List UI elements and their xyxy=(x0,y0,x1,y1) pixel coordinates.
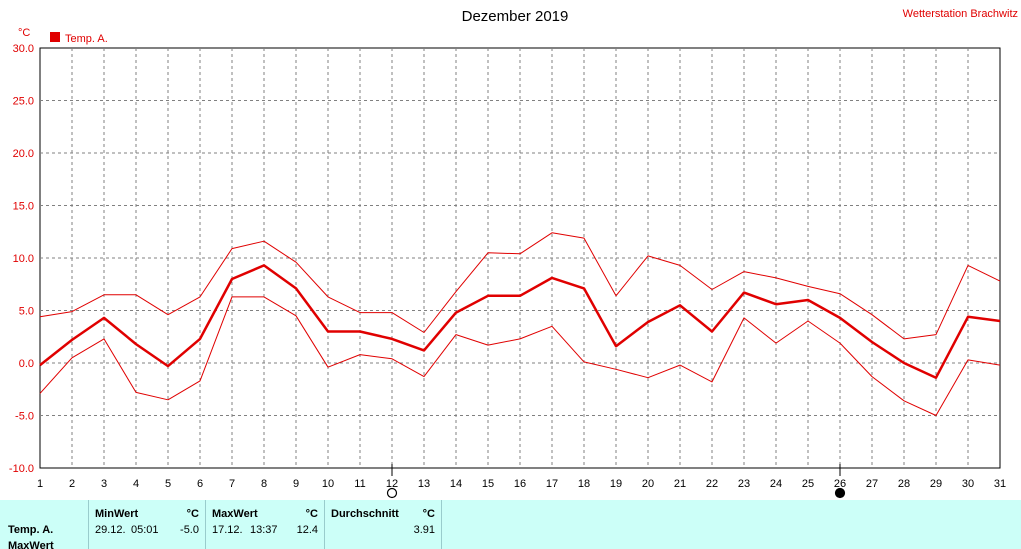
max-time: 13:37 xyxy=(250,524,278,536)
stats-max-col: MaxWert °C 17.12. 13:37 12.4 xyxy=(206,500,325,549)
x-tick-label: 21 xyxy=(674,478,686,490)
chart: Dezember 2019 Wetterstation Brachwitz °C… xyxy=(9,8,1018,499)
max-unit: °C xyxy=(305,508,318,520)
x-tick-label: 27 xyxy=(866,478,878,490)
x-tick-label: 31 xyxy=(994,478,1006,490)
x-tick-label: 7 xyxy=(229,478,235,490)
min-time: 05:01 xyxy=(131,524,159,536)
x-tick-label: 24 xyxy=(770,478,782,490)
x-tick-label: 25 xyxy=(802,478,814,490)
x-tick-label: 15 xyxy=(482,478,494,490)
x-tick-label: 3 xyxy=(101,478,107,490)
stats-row-label-2: MaxWert xyxy=(8,540,54,549)
stats-row-label: Temp. A. xyxy=(8,524,54,536)
y-tick-label: 5.0 xyxy=(19,306,34,318)
stats-panel: Temp. A. MaxWert MinWert °C 29.12. 05:01… xyxy=(0,500,1021,549)
x-tick-label: 12 xyxy=(386,478,398,490)
legend-label: Temp. A. xyxy=(65,33,108,45)
x-tick-label: 14 xyxy=(450,478,462,490)
avg-value: 3.91 xyxy=(413,524,435,536)
series-line-max xyxy=(39,232,1001,340)
min-date: 29.12. xyxy=(95,524,126,536)
y-tick-label: 10.0 xyxy=(13,253,34,265)
x-tick-label: 29 xyxy=(930,478,942,490)
x-tick-label: 19 xyxy=(610,478,622,490)
min-header: MinWert xyxy=(95,508,139,520)
x-tick-label: 5 xyxy=(165,478,171,490)
x-tick-label: 6 xyxy=(197,478,203,490)
series-line-min xyxy=(39,296,1001,416)
y-tick-label: -10.0 xyxy=(9,463,34,475)
x-tick-label: 20 xyxy=(642,478,654,490)
min-unit: °C xyxy=(186,508,199,520)
stats-label-col: Temp. A. MaxWert xyxy=(0,500,89,549)
new-moon-icon xyxy=(834,487,846,499)
x-tick-label: 18 xyxy=(578,478,590,490)
avg-unit: °C xyxy=(422,508,435,520)
y-tick-label: 15.0 xyxy=(13,201,34,213)
station-name: Wetterstation Brachwitz xyxy=(903,8,1018,20)
x-tick-label: 2 xyxy=(69,478,75,490)
y-unit: °C xyxy=(18,27,30,39)
x-tick-label: 30 xyxy=(962,478,974,490)
x-tick-label: 17 xyxy=(546,478,558,490)
x-tick-label: 10 xyxy=(322,478,334,490)
min-value: -5.0 xyxy=(180,524,199,536)
x-tick-label: 22 xyxy=(706,478,718,490)
x-tick-label: 23 xyxy=(738,478,750,490)
y-tick-label: 25.0 xyxy=(13,96,34,108)
max-date: 17.12. xyxy=(212,524,243,536)
x-tick-label: 11 xyxy=(354,478,365,490)
y-tick-label: 0.0 xyxy=(19,358,34,370)
x-tick-label: 26 xyxy=(834,478,846,490)
full-moon-icon xyxy=(386,487,398,499)
max-value: 12.4 xyxy=(296,524,318,536)
stats-min-col: MinWert °C 29.12. 05:01 -5.0 xyxy=(89,500,206,549)
y-tick-label: 30.0 xyxy=(13,43,34,55)
series-line-mean xyxy=(39,264,1001,379)
y-tick-label: 20.0 xyxy=(13,148,34,160)
x-tick-label: 16 xyxy=(514,478,526,490)
x-tick-label: 1 xyxy=(37,478,43,490)
x-tick-label: 13 xyxy=(418,478,430,490)
x-tick-label: 4 xyxy=(133,478,139,490)
chart-title: Dezember 2019 xyxy=(462,8,569,25)
legend-swatch xyxy=(50,32,60,42)
max-header: MaxWert xyxy=(212,508,258,520)
stats-avg-col: Durchschnitt °C 3.91 xyxy=(325,500,442,549)
y-tick-label: -5.0 xyxy=(15,411,34,423)
x-tick-label: 8 xyxy=(261,478,267,490)
avg-header: Durchschnitt xyxy=(331,508,399,520)
x-tick-label: 28 xyxy=(898,478,910,490)
x-tick-label: 9 xyxy=(293,478,299,490)
